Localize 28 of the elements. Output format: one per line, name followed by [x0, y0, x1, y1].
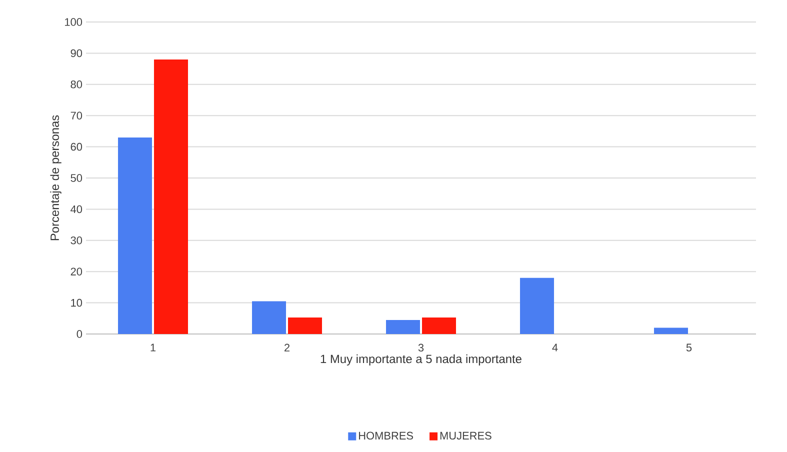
- y-tick-label: 80: [70, 80, 82, 88]
- bar: [252, 301, 286, 334]
- bar: [386, 320, 420, 334]
- y-tick-label: 30: [70, 236, 82, 244]
- y-tick-label: 0: [76, 330, 82, 338]
- x-tick-label: 5: [686, 344, 692, 352]
- y-tick-label: 70: [70, 112, 82, 120]
- bar: [422, 317, 456, 334]
- legend-label: HOMBRES: [359, 432, 414, 440]
- bar: [520, 278, 554, 334]
- y-tick-label: 50: [70, 174, 82, 182]
- y-tick-label: 100: [65, 18, 82, 26]
- x-tick-label: 2: [284, 344, 290, 352]
- bar: [654, 328, 688, 334]
- y-tick-label: 10: [71, 298, 82, 307]
- x-axis-title: 1 Muy importante a 5 nada importante: [320, 354, 522, 366]
- legend-label: MUJERES: [440, 432, 492, 440]
- x-tick-label: 4: [552, 344, 558, 352]
- y-axis-title: Porcentaje de personas: [50, 115, 62, 240]
- y-tick-label: 90: [70, 49, 82, 58]
- bar: [118, 137, 152, 334]
- y-tick-label: 40: [70, 205, 82, 214]
- y-tick-label: 20: [70, 268, 82, 276]
- bar: [154, 59, 188, 334]
- y-tick-label: 60: [70, 142, 82, 151]
- x-tick-label: 3: [418, 344, 424, 352]
- bar: [288, 317, 322, 334]
- x-tick-label: 1: [150, 344, 156, 352]
